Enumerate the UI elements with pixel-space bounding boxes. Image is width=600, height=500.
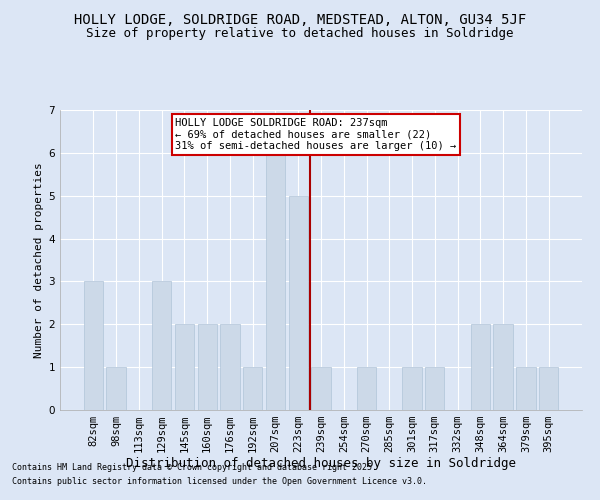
- Bar: [357, 367, 376, 410]
- Text: Contains HM Land Registry data © Crown copyright and database right 2025.: Contains HM Land Registry data © Crown c…: [12, 464, 377, 472]
- Text: HOLLY LODGE SOLDRIDGE ROAD: 237sqm
← 69% of detached houses are smaller (22)
31%: HOLLY LODGE SOLDRIDGE ROAD: 237sqm ← 69%…: [175, 118, 457, 151]
- Bar: [266, 153, 285, 410]
- Bar: [289, 196, 308, 410]
- Bar: [425, 367, 445, 410]
- Bar: [106, 367, 126, 410]
- Bar: [539, 367, 558, 410]
- X-axis label: Distribution of detached houses by size in Soldridge: Distribution of detached houses by size …: [126, 456, 516, 469]
- Text: Size of property relative to detached houses in Soldridge: Size of property relative to detached ho…: [86, 28, 514, 40]
- Bar: [403, 367, 422, 410]
- Bar: [311, 367, 331, 410]
- Bar: [493, 324, 513, 410]
- Y-axis label: Number of detached properties: Number of detached properties: [34, 162, 44, 358]
- Bar: [516, 367, 536, 410]
- Text: Contains public sector information licensed under the Open Government Licence v3: Contains public sector information licen…: [12, 477, 427, 486]
- Bar: [243, 367, 262, 410]
- Bar: [197, 324, 217, 410]
- Bar: [152, 282, 172, 410]
- Bar: [220, 324, 239, 410]
- Bar: [84, 282, 103, 410]
- Text: HOLLY LODGE, SOLDRIDGE ROAD, MEDSTEAD, ALTON, GU34 5JF: HOLLY LODGE, SOLDRIDGE ROAD, MEDSTEAD, A…: [74, 12, 526, 26]
- Bar: [470, 324, 490, 410]
- Bar: [175, 324, 194, 410]
